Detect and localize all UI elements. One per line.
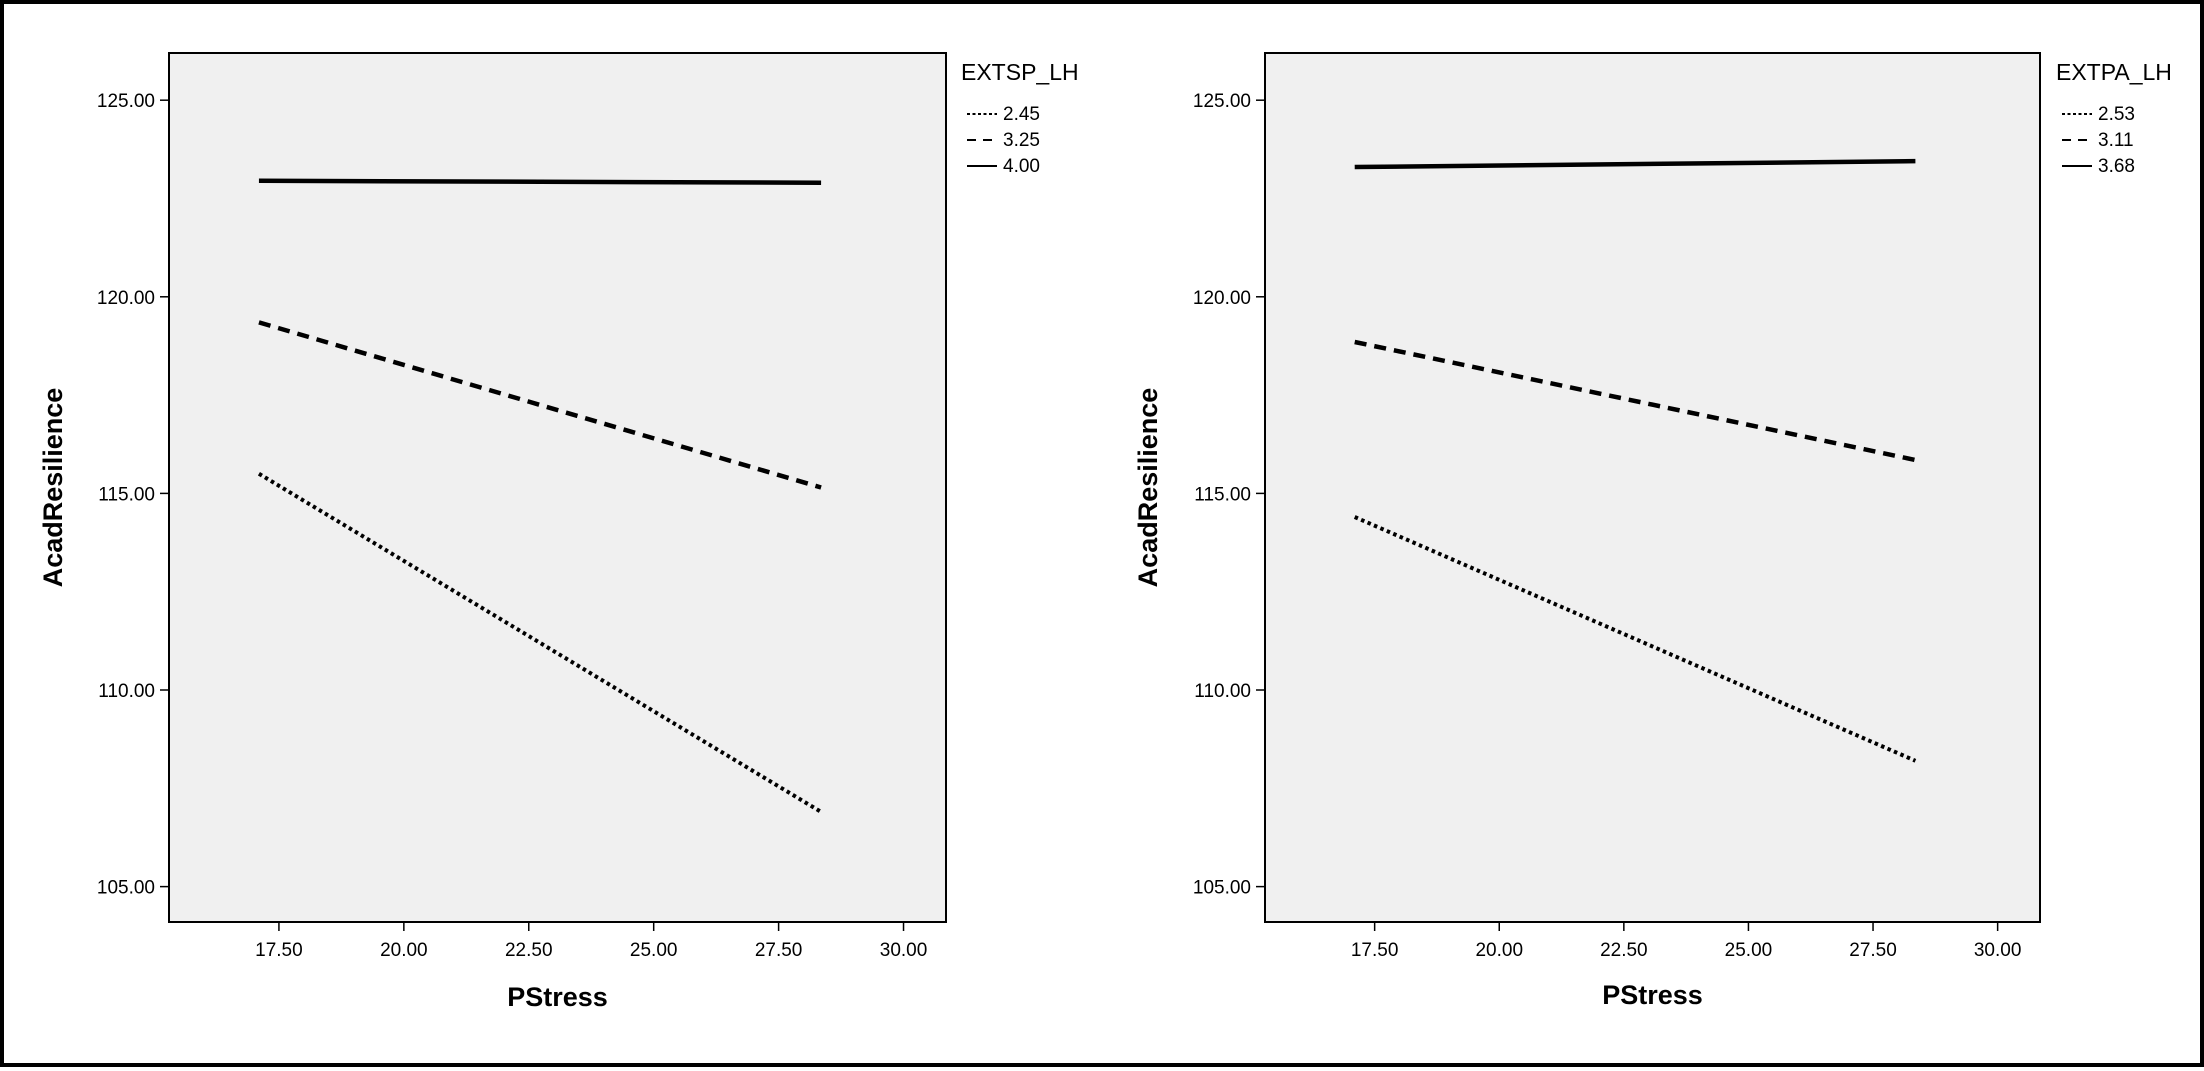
series-line-dashed	[1354, 339, 1916, 463]
legend-label: 4.00	[1003, 156, 1040, 177]
x-tick-label: 22.50	[505, 940, 553, 961]
y-tick-label: 115.00	[1194, 484, 1251, 505]
legend-title: EXTPA_LH	[2056, 59, 2172, 85]
legend-title: EXTSP_LH	[961, 59, 1079, 85]
x-tick-label: 25.00	[1725, 940, 1773, 961]
x-axis-label: PStress	[1602, 980, 1703, 1010]
x-tick-label: 22.50	[1600, 940, 1648, 961]
y-tick-label: 115.00	[98, 484, 155, 505]
y-tick-label: 125.00	[1193, 91, 1251, 112]
x-tick-label: 27.50	[1849, 940, 1897, 961]
legend-label: 3.68	[2098, 156, 2135, 177]
x-tick-label: 17.50	[255, 940, 303, 961]
series-line-dotted	[257, 472, 823, 814]
y-tick-label: 120.00	[97, 288, 155, 309]
series-line-dashed	[258, 320, 822, 490]
x-tick-label: 17.50	[1351, 940, 1399, 961]
legend: EXTPA_LH 2.53 3.11 3.68	[2056, 59, 2172, 177]
x-tick-label: 30.00	[1974, 940, 2022, 961]
series-line-solid	[258, 178, 822, 186]
y-tick-label: 120.00	[1193, 288, 1251, 309]
x-tick-label: 25.00	[630, 940, 678, 961]
x-axis-label: PStress	[507, 982, 608, 1012]
series-line-solid	[1354, 158, 1916, 170]
legend: EXTSP_LH 2.45 3.25 4.00	[961, 59, 1079, 177]
y-tick-label: 105.00	[97, 878, 155, 899]
interaction-plots: 105.00 110.00 115.00 120.00 125.00 17.50 20.00…	[38, 52, 2172, 1012]
chart-panel-1: 105.00 110.00 115.00 120.00 125.00 17.50 20.00…	[38, 52, 1079, 1012]
legend-label: 2.53	[2098, 104, 2135, 125]
chart-panel-2: 105.00 110.00 115.00 120.00 125.00 17.50 20.00…	[1133, 52, 2172, 1010]
y-tick-label: 110.00	[1194, 681, 1251, 702]
x-tick-label: 27.50	[755, 940, 803, 961]
legend-label: 3.11	[2098, 130, 2134, 151]
y-tick-label: 110.00	[98, 681, 155, 702]
x-tick-label: 20.00	[380, 940, 428, 961]
y-axis-label: AcadResilience	[38, 388, 68, 588]
legend-label: 3.25	[1003, 130, 1040, 151]
x-tick-label: 30.00	[880, 940, 928, 961]
x-tick-label: 20.00	[1475, 940, 1523, 961]
y-tick-label: 125.00	[97, 91, 155, 112]
y-tick-label: 105.00	[1193, 878, 1251, 899]
legend-label: 2.45	[1003, 104, 1040, 125]
y-axis-label: AcadResilience	[1133, 388, 1163, 588]
plot-area	[1264, 52, 2041, 923]
